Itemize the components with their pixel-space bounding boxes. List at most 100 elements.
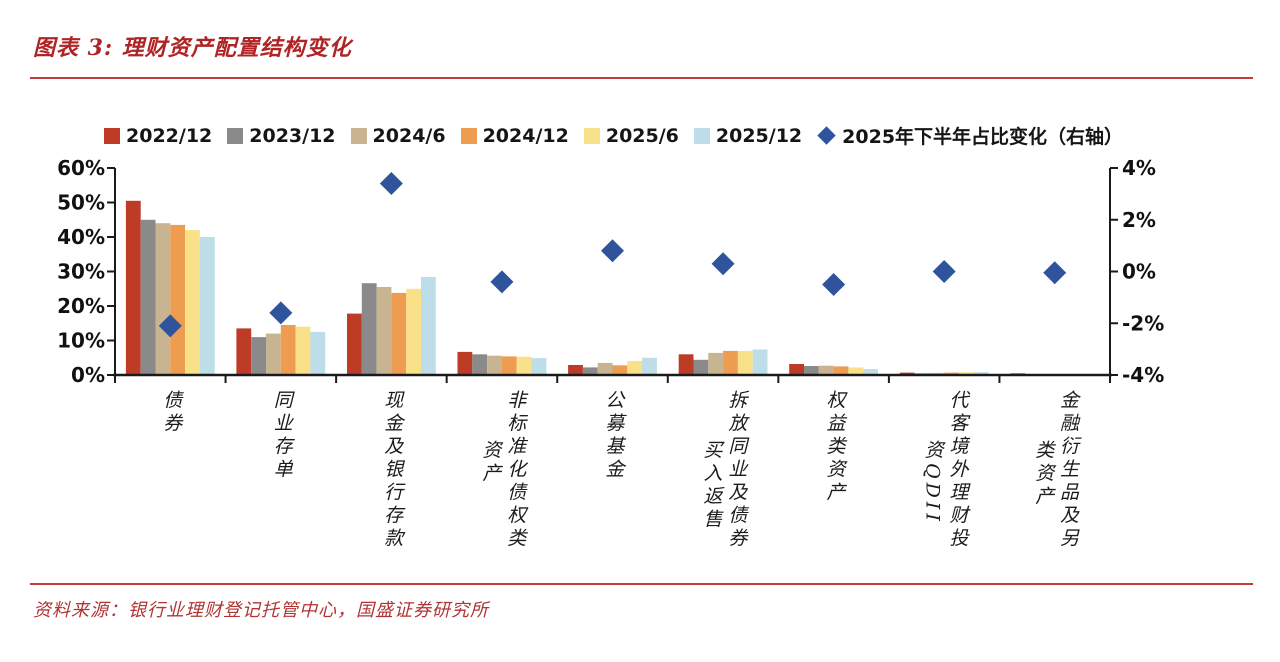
category-label-column: 公募基金 — [602, 390, 625, 482]
right-axis-tick-label: 2% — [1122, 208, 1156, 232]
source-divider-line — [30, 583, 1253, 585]
category-label-债券: 债券 — [115, 390, 226, 436]
category-label-column: 债券 — [160, 390, 183, 436]
legend-color-swatch — [583, 127, 600, 144]
bar-2023/12-cat7 — [804, 366, 819, 375]
legend-color-swatch — [460, 127, 477, 144]
legend-color-swatch — [350, 127, 367, 144]
scatter-diamond-cat2 — [269, 301, 293, 325]
bar-2022/12-cat7 — [789, 364, 804, 375]
legend-color-swatch — [227, 127, 244, 144]
bar-2025/12-cat4 — [531, 358, 547, 375]
legend-label: 2025/6 — [605, 124, 679, 147]
category-label-column: 同业存单 — [270, 390, 293, 482]
scatter-diamond-cat8 — [932, 260, 956, 283]
bar-2023/12-cat1 — [140, 219, 156, 376]
scatter-diamond-cat6 — [711, 252, 735, 276]
right-axis-tick-label: -4% — [1122, 363, 1164, 387]
left-axis-tick-label: 10% — [57, 329, 105, 353]
bar-2024/12-cat7 — [833, 366, 849, 375]
legend-label: 2025年下半年占比变化（右轴） — [842, 126, 1124, 148]
bar-2024/12-cat4 — [501, 356, 517, 375]
legend-color-swatch — [104, 127, 120, 144]
category-label-column: 类资产 — [1032, 440, 1055, 509]
legend-item-2025/6: 2025/6 — [583, 124, 679, 147]
category-label-金融衍生品及另类资产: 金融衍生品及另 类资产 — [999, 390, 1110, 551]
bar-2024/12-cat3 — [391, 292, 407, 375]
bar-2025/12-cat3 — [421, 277, 436, 375]
scatter-diamond-cat5 — [601, 239, 624, 263]
bar-2023/12-cat2 — [251, 337, 266, 375]
bar-2025/12-cat6 — [752, 349, 768, 375]
bar-2022/12-cat6 — [678, 354, 694, 375]
left-axis-tick-label: 60% — [57, 156, 105, 180]
bar-2023/12-cat4 — [472, 354, 488, 375]
category-label-column: 现金及银行存款 — [381, 390, 404, 551]
category-label-同业存单: 同业存单 — [226, 390, 337, 482]
scatter-diamond-cat7 — [822, 272, 846, 296]
scatter-diamond-cat3 — [379, 172, 403, 196]
bar-2025/12-cat1 — [199, 237, 215, 375]
category-label-column: 非标准化债权类 — [504, 390, 527, 551]
source-note: 资料来源：银行业理财登记托管中心，国盛证券研究所 — [33, 600, 489, 621]
left-axis-tick-label: 20% — [57, 294, 105, 318]
bar-2024/12-cat6 — [723, 350, 738, 375]
right-axis-tick-label: 0% — [1122, 260, 1156, 284]
bar-2024/6-cat4 — [487, 355, 502, 375]
scatter-diamond-cat9 — [1043, 261, 1067, 285]
bar-2025/12-cat5 — [642, 357, 657, 376]
bar-2022/12-cat5 — [568, 365, 583, 375]
legend-item-2024/6: 2024/6 — [350, 124, 446, 147]
scatter-diamond-cat4 — [490, 270, 514, 294]
category-label-非标准化债权类资产: 非标准化债权类 资产 — [447, 390, 558, 551]
legend-label: 2025/12 — [715, 124, 803, 147]
bar-2024/6-cat1 — [155, 223, 171, 375]
legend-item-2023/12: 2023/12 — [227, 124, 336, 147]
bar-2023/12-cat6 — [693, 359, 709, 375]
legend-label: 2022/12 — [126, 124, 213, 147]
chart-legend: 2022/12 2023/12 2024/6 2024/12 2025/6 2025/12… — [104, 122, 1123, 149]
legend-item-2025/12: 2025/12 — [693, 124, 803, 147]
category-label-column: 权益类资产 — [823, 390, 846, 505]
bar-2025/6-cat8 — [959, 372, 974, 375]
bar-2022/12-cat1 — [125, 200, 141, 375]
category-label-column: 资产 — [479, 440, 502, 486]
bar-2025/12-cat8 — [973, 372, 989, 375]
bar-2024/6-cat7 — [818, 365, 834, 375]
bar-2023/12-cat3 — [361, 283, 377, 375]
bar-2024/6-cat6 — [708, 352, 724, 375]
right-axis-tick-label: -2% — [1122, 311, 1164, 335]
legend-label: 2024/6 — [372, 124, 446, 147]
bar-2022/12-cat4 — [457, 351, 473, 375]
bar-2025/6-cat3 — [406, 288, 421, 376]
bar-2025/6-cat4 — [516, 356, 532, 375]
bar-2025/12-cat2 — [310, 331, 326, 375]
bar-2025/6-cat7 — [848, 367, 864, 375]
bar-2024/12-cat5 — [612, 365, 628, 375]
category-label-公募基金: 公募基金 — [557, 390, 668, 482]
bar-2024/12-cat1 — [170, 224, 186, 375]
legend-label: 2023/12 — [249, 124, 336, 147]
bar-2024/6-cat3 — [376, 287, 392, 375]
left-axis-tick-label: 50% — [57, 191, 105, 215]
category-label-column: 代客境外理财投 — [946, 390, 969, 551]
legend-item-2022/12: 2022/12 — [104, 125, 212, 147]
left-axis-tick-label: 40% — [57, 225, 105, 249]
category-label-拆放同业及债券买入返售: 拆放同业及债券 买入返售 — [668, 390, 779, 551]
figure-title: 图表 3: 理财资产配置结构变化 — [33, 35, 352, 61]
bar-2025/6-cat1 — [185, 230, 200, 375]
scatter-diamond-cat1 — [158, 314, 182, 338]
category-label-权益类资产: 权益类资产 — [778, 390, 889, 505]
bar-2025/6-cat5 — [627, 360, 643, 375]
category-label-column: 拆放同业及债券 — [725, 390, 748, 551]
category-label-column: 金融衍生品及另 — [1057, 390, 1080, 551]
bar-2024/6-cat5 — [597, 362, 613, 375]
bar-2023/12-cat5 — [582, 367, 598, 375]
legend-label: 2024/12 — [482, 124, 569, 147]
bar-2025/12-cat7 — [863, 369, 878, 375]
category-label-column: 资QDII — [921, 440, 944, 525]
legend-item-2024/12: 2024/12 — [460, 124, 569, 147]
left-axis-tick-label: 30% — [57, 260, 105, 284]
